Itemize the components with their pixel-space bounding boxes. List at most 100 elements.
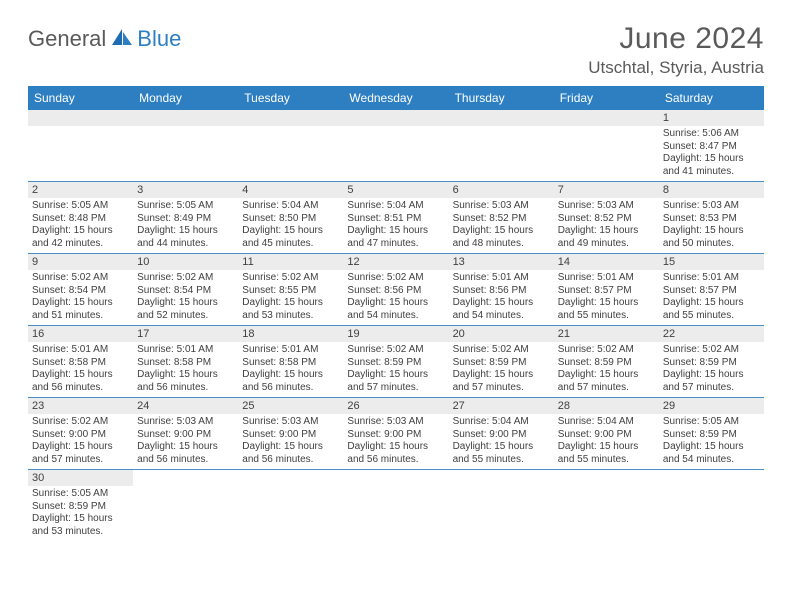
sunset-text: Sunset: 8:52 PM [558, 213, 655, 226]
day-number: 5 [343, 182, 448, 198]
day-number: 29 [659, 398, 764, 414]
sunrise-text: Sunrise: 5:02 AM [347, 272, 444, 285]
day-number: 10 [133, 254, 238, 270]
day-number [28, 110, 133, 126]
day-number: 6 [449, 182, 554, 198]
sunrise-text: Sunrise: 5:01 AM [558, 272, 655, 285]
day-number [554, 470, 659, 486]
calendar-row: 16Sunrise: 5:01 AMSunset: 8:58 PMDayligh… [28, 326, 764, 398]
day-number [449, 110, 554, 126]
calendar-cell: 3Sunrise: 5:05 AMSunset: 8:49 PMDaylight… [133, 182, 238, 254]
calendar-cell: 19Sunrise: 5:02 AMSunset: 8:59 PMDayligh… [343, 326, 448, 398]
sunrise-text: Sunrise: 5:01 AM [663, 272, 760, 285]
day-number: 27 [449, 398, 554, 414]
day-number: 11 [238, 254, 343, 270]
daylight-text: Daylight: 15 hours and 55 minutes. [558, 441, 655, 466]
calendar-row: 2Sunrise: 5:05 AMSunset: 8:48 PMDaylight… [28, 182, 764, 254]
day-details: Sunrise: 5:04 AMSunset: 9:00 PMDaylight:… [554, 414, 659, 469]
day-details: Sunrise: 5:04 AMSunset: 9:00 PMDaylight:… [449, 414, 554, 469]
calendar-cell [133, 470, 238, 542]
day-details: Sunrise: 5:01 AMSunset: 8:58 PMDaylight:… [238, 342, 343, 397]
calendar-cell [554, 110, 659, 182]
day-details: Sunrise: 5:05 AMSunset: 8:49 PMDaylight:… [133, 198, 238, 253]
sunset-text: Sunset: 8:50 PM [242, 213, 339, 226]
calendar-cell: 23Sunrise: 5:02 AMSunset: 9:00 PMDayligh… [28, 398, 133, 470]
daylight-text: Daylight: 15 hours and 42 minutes. [32, 225, 129, 250]
sunset-text: Sunset: 9:00 PM [137, 429, 234, 442]
day-details: Sunrise: 5:02 AMSunset: 8:54 PMDaylight:… [133, 270, 238, 325]
calendar-cell: 6Sunrise: 5:03 AMSunset: 8:52 PMDaylight… [449, 182, 554, 254]
day-header: Monday [133, 86, 238, 110]
day-number: 7 [554, 182, 659, 198]
day-number: 14 [554, 254, 659, 270]
sunrise-text: Sunrise: 5:03 AM [453, 200, 550, 213]
sunset-text: Sunset: 8:47 PM [663, 141, 760, 154]
daylight-text: Daylight: 15 hours and 57 minutes. [347, 369, 444, 394]
daylight-text: Daylight: 15 hours and 51 minutes. [32, 297, 129, 322]
header: General Blue June 2024 Utschtal, Styria,… [28, 22, 764, 78]
calendar-cell [133, 110, 238, 182]
sunrise-text: Sunrise: 5:04 AM [558, 416, 655, 429]
sunrise-text: Sunrise: 5:05 AM [663, 416, 760, 429]
calendar-cell [343, 110, 448, 182]
daylight-text: Daylight: 15 hours and 55 minutes. [663, 297, 760, 322]
day-number: 19 [343, 326, 448, 342]
calendar-cell [659, 470, 764, 542]
day-number: 1 [659, 110, 764, 126]
daylight-text: Daylight: 15 hours and 56 minutes. [137, 441, 234, 466]
day-details: Sunrise: 5:02 AMSunset: 9:00 PMDaylight:… [28, 414, 133, 469]
day-header: Wednesday [343, 86, 448, 110]
sunrise-text: Sunrise: 5:01 AM [453, 272, 550, 285]
sunset-text: Sunset: 8:59 PM [663, 429, 760, 442]
logo-text-general: General [28, 26, 106, 52]
day-details: Sunrise: 5:03 AMSunset: 9:00 PMDaylight:… [133, 414, 238, 469]
calendar-cell: 30Sunrise: 5:05 AMSunset: 8:59 PMDayligh… [28, 470, 133, 542]
sunrise-text: Sunrise: 5:04 AM [453, 416, 550, 429]
day-number: 22 [659, 326, 764, 342]
day-number: 18 [238, 326, 343, 342]
sunrise-text: Sunrise: 5:04 AM [347, 200, 444, 213]
sunset-text: Sunset: 8:59 PM [663, 357, 760, 370]
day-number: 15 [659, 254, 764, 270]
day-number: 21 [554, 326, 659, 342]
day-details: Sunrise: 5:06 AMSunset: 8:47 PMDaylight:… [659, 126, 764, 181]
calendar-table: Sunday Monday Tuesday Wednesday Thursday… [28, 86, 764, 541]
day-number [659, 470, 764, 486]
day-number: 16 [28, 326, 133, 342]
day-header: Friday [554, 86, 659, 110]
sunrise-text: Sunrise: 5:01 AM [242, 344, 339, 357]
title-block: June 2024 Utschtal, Styria, Austria [588, 22, 764, 78]
calendar-cell [238, 470, 343, 542]
calendar-cell: 25Sunrise: 5:03 AMSunset: 9:00 PMDayligh… [238, 398, 343, 470]
sunrise-text: Sunrise: 5:05 AM [137, 200, 234, 213]
calendar-cell: 28Sunrise: 5:04 AMSunset: 9:00 PMDayligh… [554, 398, 659, 470]
day-header: Saturday [659, 86, 764, 110]
daylight-text: Daylight: 15 hours and 57 minutes. [558, 369, 655, 394]
day-details: Sunrise: 5:02 AMSunset: 8:54 PMDaylight:… [28, 270, 133, 325]
calendar-cell [238, 110, 343, 182]
day-number: 17 [133, 326, 238, 342]
day-number [554, 110, 659, 126]
day-details: Sunrise: 5:05 AMSunset: 8:59 PMDaylight:… [659, 414, 764, 469]
day-number [449, 470, 554, 486]
sunset-text: Sunset: 8:56 PM [347, 285, 444, 298]
daylight-text: Daylight: 15 hours and 44 minutes. [137, 225, 234, 250]
daylight-text: Daylight: 15 hours and 45 minutes. [242, 225, 339, 250]
sunrise-text: Sunrise: 5:03 AM [558, 200, 655, 213]
day-header: Tuesday [238, 86, 343, 110]
sunrise-text: Sunrise: 5:02 AM [137, 272, 234, 285]
sunrise-text: Sunrise: 5:01 AM [32, 344, 129, 357]
sunset-text: Sunset: 9:00 PM [347, 429, 444, 442]
calendar-cell [449, 110, 554, 182]
calendar-cell: 5Sunrise: 5:04 AMSunset: 8:51 PMDaylight… [343, 182, 448, 254]
sunset-text: Sunset: 8:58 PM [32, 357, 129, 370]
daylight-text: Daylight: 15 hours and 54 minutes. [663, 441, 760, 466]
sunset-text: Sunset: 8:55 PM [242, 285, 339, 298]
daylight-text: Daylight: 15 hours and 49 minutes. [558, 225, 655, 250]
sunset-text: Sunset: 9:00 PM [453, 429, 550, 442]
day-number [238, 110, 343, 126]
calendar-cell: 18Sunrise: 5:01 AMSunset: 8:58 PMDayligh… [238, 326, 343, 398]
month-title: June 2024 [588, 22, 764, 56]
day-details: Sunrise: 5:01 AMSunset: 8:57 PMDaylight:… [554, 270, 659, 325]
calendar-cell: 26Sunrise: 5:03 AMSunset: 9:00 PMDayligh… [343, 398, 448, 470]
